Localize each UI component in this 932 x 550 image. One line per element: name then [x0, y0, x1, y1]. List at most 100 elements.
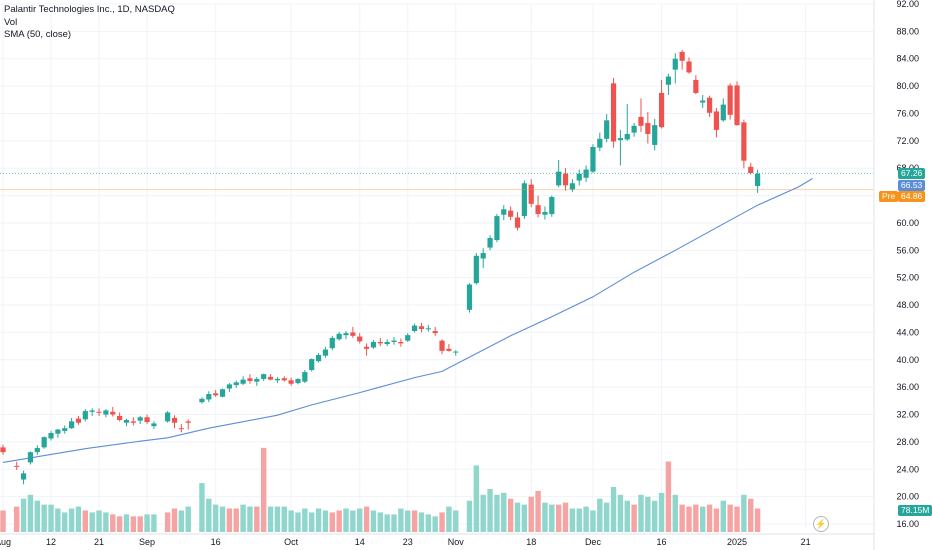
volume-bar [405, 510, 411, 532]
x-tick-label: 21 [801, 537, 811, 547]
candle [473, 253, 479, 285]
candle-body [62, 428, 68, 431]
candle [638, 98, 644, 132]
candle-body [412, 325, 418, 332]
sma-value-badge: 66.53 [898, 180, 926, 191]
y-tick-label: 60.00 [896, 218, 919, 228]
volume-bar [706, 504, 713, 532]
candle-body [69, 421, 75, 429]
x-tick-label: 14 [355, 537, 365, 547]
volume-bar [603, 502, 610, 532]
candle-body [302, 372, 308, 382]
x-tick-label: 18 [526, 537, 536, 547]
volume-bar [569, 508, 576, 532]
volume-bar [398, 508, 404, 532]
candle [137, 415, 143, 425]
candle [398, 338, 404, 347]
candle [432, 326, 438, 336]
volume-bar [219, 506, 226, 532]
lightning-icon[interactable]: ⚡ [813, 516, 829, 532]
candle-body [528, 184, 534, 204]
volume-bar [734, 506, 740, 532]
candle [288, 377, 294, 386]
volume-bar [178, 510, 185, 532]
candle-body [549, 196, 555, 215]
volume-bar [521, 504, 528, 532]
candle [713, 108, 720, 138]
candle [617, 129, 623, 166]
candle [501, 205, 507, 221]
volume-bar [418, 512, 425, 532]
volume-bar [535, 490, 541, 532]
volume-bar [281, 506, 287, 532]
volume-bar [103, 512, 109, 532]
volume-bar [686, 506, 692, 532]
candle-body [514, 217, 521, 228]
candle [727, 83, 733, 120]
symbol-title[interactable]: Palantir Technologies Inc., 1D, NASDAQ [4, 4, 175, 15]
candle-body [329, 337, 335, 349]
candle-body [117, 415, 123, 420]
candle-body [89, 410, 95, 412]
volume-bar [549, 504, 555, 532]
candle-body [123, 420, 130, 423]
candle [425, 324, 431, 332]
volume-bar [199, 483, 205, 532]
candle [171, 415, 178, 429]
last-price-badge: 67.26 [898, 168, 926, 179]
volume-legend[interactable]: Vol [4, 16, 18, 28]
volume-bar [151, 514, 157, 532]
x-tick-label: 16 [657, 537, 667, 547]
candle-body [727, 85, 733, 115]
volume-bar [233, 508, 239, 532]
candle-body [247, 378, 253, 381]
candle-body [700, 100, 706, 103]
volume-bar [652, 500, 658, 532]
x-tick-label: 2025 [727, 537, 747, 547]
candle-body [562, 173, 569, 186]
candle [706, 95, 713, 117]
x-tick-label: Aug [0, 537, 11, 547]
candle-body [55, 429, 61, 434]
candle-body [748, 166, 754, 173]
candle [247, 374, 253, 384]
volume-bar [336, 510, 342, 532]
candle-body [398, 342, 404, 344]
candle [315, 352, 322, 363]
candle [178, 424, 184, 433]
candle [75, 415, 82, 425]
candle [665, 73, 672, 95]
volume-bar [562, 502, 569, 532]
y-tick-label: 32.00 [896, 410, 919, 420]
candle-body [130, 421, 136, 423]
candle [604, 114, 610, 143]
candle-body [672, 58, 678, 70]
candle [254, 376, 260, 386]
volume-bar [322, 510, 329, 532]
volume-bar [453, 510, 459, 532]
volume-bar [473, 465, 480, 532]
candle-body [542, 212, 548, 215]
candle [226, 383, 232, 392]
sma-legend[interactable]: SMA (50, close) [4, 29, 72, 40]
volume-bar [411, 510, 418, 532]
candle [110, 407, 116, 417]
volume-bar [425, 514, 432, 532]
volume-bar [494, 494, 500, 532]
candle-body [151, 423, 157, 427]
candle-body [535, 205, 541, 215]
candle [590, 144, 596, 173]
volume-bar [679, 504, 685, 532]
candle [535, 195, 541, 218]
volume-bar [624, 500, 630, 532]
candle-body [165, 412, 171, 422]
candle-body [645, 123, 651, 134]
candle [206, 391, 212, 403]
candle-body [41, 437, 47, 448]
x-tick-label: 21 [94, 537, 104, 547]
candle-body [583, 169, 589, 178]
volume-bar [700, 506, 706, 532]
candle-body [322, 349, 329, 356]
candle-body [631, 125, 637, 133]
